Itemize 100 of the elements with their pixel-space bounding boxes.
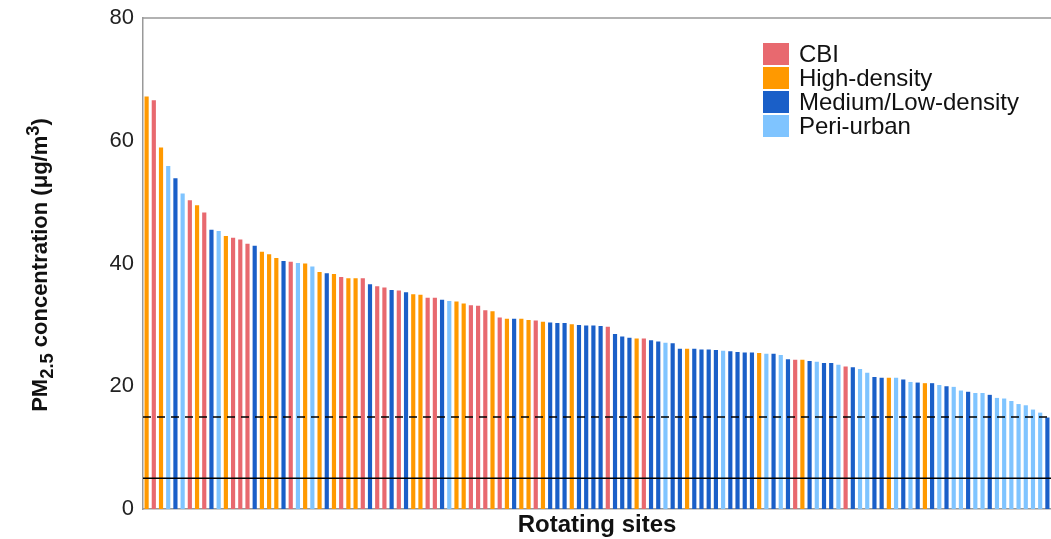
bar bbox=[757, 353, 762, 509]
bar bbox=[980, 393, 985, 509]
bar bbox=[800, 359, 805, 509]
bar bbox=[627, 337, 632, 509]
bar bbox=[930, 383, 935, 509]
bar bbox=[692, 348, 697, 509]
bar bbox=[173, 178, 178, 509]
bar bbox=[166, 165, 171, 509]
legend-label: Peri-urban bbox=[798, 112, 911, 140]
bar bbox=[821, 362, 827, 509]
bar bbox=[548, 322, 553, 509]
bar bbox=[901, 379, 906, 509]
bar bbox=[893, 377, 899, 509]
bar bbox=[677, 348, 682, 509]
bar bbox=[238, 239, 243, 509]
bar bbox=[814, 361, 819, 509]
bar bbox=[620, 336, 625, 509]
bar bbox=[223, 235, 228, 509]
bar bbox=[937, 385, 942, 509]
bar bbox=[519, 318, 524, 509]
bar bbox=[973, 393, 978, 509]
bar bbox=[295, 262, 301, 509]
bar bbox=[562, 323, 567, 509]
bar bbox=[648, 340, 654, 509]
bar bbox=[879, 377, 884, 509]
bar bbox=[735, 351, 740, 509]
bar bbox=[331, 273, 337, 509]
bar bbox=[713, 350, 718, 509]
bar bbox=[151, 100, 156, 509]
bar bbox=[1016, 404, 1021, 509]
bar bbox=[1045, 417, 1050, 509]
bar bbox=[778, 354, 783, 509]
bar bbox=[908, 381, 913, 509]
bar bbox=[951, 386, 956, 509]
bar bbox=[360, 278, 365, 509]
bar bbox=[829, 362, 834, 509]
bar bbox=[396, 290, 401, 509]
bar bbox=[367, 284, 373, 509]
bar bbox=[339, 277, 344, 509]
bar bbox=[576, 324, 582, 509]
bar bbox=[605, 326, 610, 509]
bar bbox=[598, 326, 603, 509]
y-tick-label: 60 bbox=[109, 126, 134, 152]
bar bbox=[288, 261, 293, 509]
bar bbox=[1009, 400, 1014, 509]
bar bbox=[144, 96, 149, 509]
bar bbox=[382, 287, 387, 509]
bar bbox=[230, 237, 236, 509]
bar bbox=[310, 266, 315, 509]
bar bbox=[865, 372, 870, 509]
y-tick-label: 80 bbox=[109, 4, 134, 30]
bar bbox=[267, 254, 272, 509]
bar bbox=[274, 257, 279, 509]
bar bbox=[749, 352, 755, 509]
bar bbox=[591, 325, 596, 509]
bar bbox=[209, 229, 214, 509]
bar bbox=[418, 294, 423, 509]
bar bbox=[958, 390, 964, 509]
y-tick-label: 20 bbox=[109, 372, 134, 398]
bar bbox=[836, 364, 841, 509]
bar bbox=[389, 289, 394, 509]
bar bbox=[245, 243, 250, 509]
bar bbox=[807, 361, 812, 509]
bar bbox=[612, 334, 618, 509]
bar bbox=[966, 391, 971, 509]
bar bbox=[216, 230, 221, 509]
bar bbox=[843, 366, 848, 509]
bar bbox=[324, 273, 329, 509]
bar bbox=[656, 341, 661, 509]
bar bbox=[411, 294, 416, 509]
bar bbox=[194, 205, 200, 509]
bar bbox=[533, 320, 538, 509]
bar bbox=[375, 286, 380, 509]
bar bbox=[793, 359, 798, 509]
bar bbox=[439, 299, 445, 509]
bar bbox=[915, 382, 920, 509]
bar bbox=[1023, 405, 1028, 509]
bar bbox=[994, 397, 1000, 509]
bar bbox=[403, 292, 409, 509]
bar bbox=[850, 367, 855, 509]
bar bbox=[504, 318, 510, 509]
bar bbox=[721, 350, 726, 509]
bar bbox=[857, 369, 863, 509]
bar bbox=[706, 349, 711, 509]
bar bbox=[353, 278, 358, 509]
bar bbox=[303, 263, 308, 509]
x-axis-title: Rotating sites bbox=[517, 510, 677, 538]
bar bbox=[454, 301, 459, 509]
bar bbox=[944, 386, 949, 509]
bar bbox=[281, 261, 286, 509]
bar bbox=[447, 300, 452, 509]
bar bbox=[670, 343, 675, 509]
bar bbox=[252, 245, 257, 509]
bar bbox=[699, 349, 704, 509]
bar bbox=[476, 305, 481, 509]
bar bbox=[987, 394, 992, 509]
bar bbox=[1030, 409, 1036, 509]
bar bbox=[1038, 412, 1043, 509]
bar bbox=[346, 278, 351, 509]
bar bbox=[187, 200, 192, 509]
